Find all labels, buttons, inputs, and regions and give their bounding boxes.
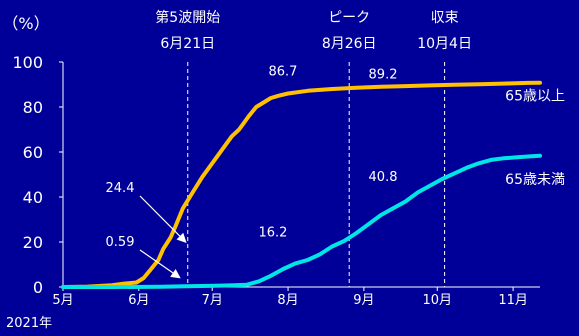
x-tick-label: 11月 xyxy=(498,293,528,308)
event-marker-title: 収束 xyxy=(431,10,459,26)
y-tick-label: 60 xyxy=(23,143,43,162)
x-tick-label: 10月 xyxy=(422,293,452,308)
x-tick-label: 7月 xyxy=(202,293,223,308)
y-tick-label: 40 xyxy=(23,188,43,207)
value-annotation: 40.8 xyxy=(369,170,398,185)
annotation-arrow xyxy=(139,249,181,279)
value-annotation: 16.2 xyxy=(258,226,287,241)
event-marker-title: 第5波開始 xyxy=(155,9,220,26)
series-label-2: 65歳未満 xyxy=(505,172,565,188)
x-year-label: 2021年 xyxy=(6,316,52,331)
series-line-1 xyxy=(61,80,542,289)
event-marker-date: 6月21日 xyxy=(160,36,215,52)
x-tick-label: 9月 xyxy=(353,293,374,308)
x-tick-label: 8月 xyxy=(277,293,298,308)
x-tick-label: 5月 xyxy=(52,293,73,308)
event-marker-title: ピーク xyxy=(328,10,370,26)
series-line-2 xyxy=(61,153,542,289)
value-annotation: 89.2 xyxy=(369,67,398,82)
y-tick-label: 0 xyxy=(33,278,43,297)
event-marker-date: 8月26日 xyxy=(322,36,377,52)
y-tick-label: 20 xyxy=(23,233,43,252)
y-tick-label: 80 xyxy=(23,98,43,117)
y-tick-label: 100 xyxy=(12,53,43,72)
y-unit-label: （%） xyxy=(2,14,49,33)
event-marker-date: 10月4日 xyxy=(417,36,472,52)
x-tick-label: 6月 xyxy=(128,293,149,308)
series-label-1: 65歳以上 xyxy=(505,89,565,105)
value-annotation: 24.4 xyxy=(106,181,135,196)
annotation-arrow xyxy=(139,195,187,243)
value-annotation: 0.59 xyxy=(106,235,135,250)
value-annotation: 86.7 xyxy=(268,64,297,79)
